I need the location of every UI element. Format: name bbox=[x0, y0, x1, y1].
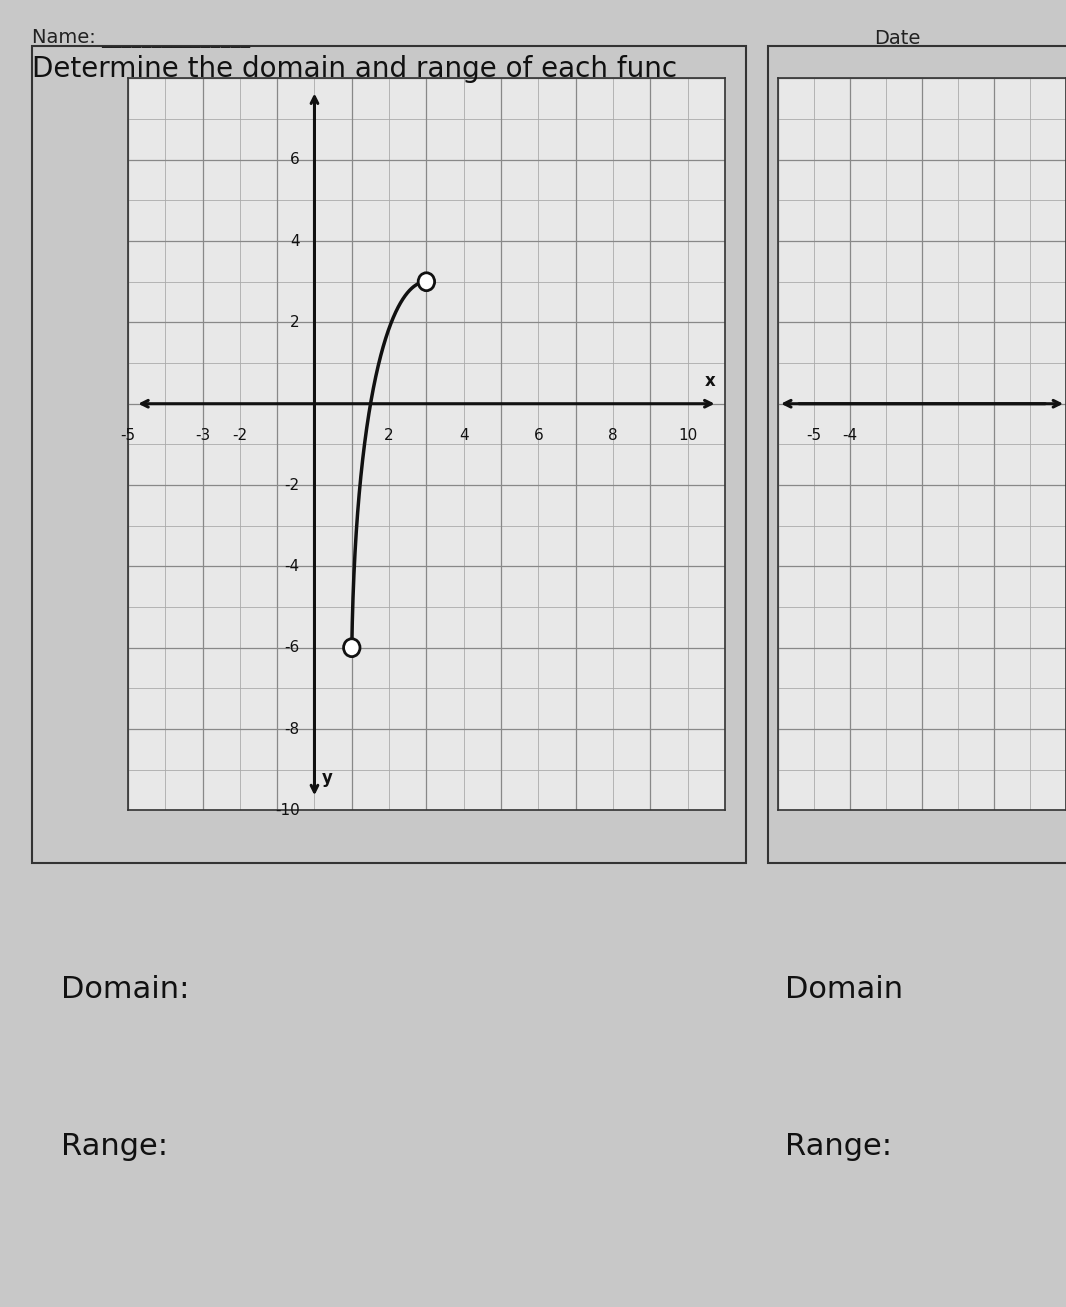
Text: Range:: Range: bbox=[786, 1132, 892, 1161]
Text: -4: -4 bbox=[285, 559, 300, 574]
Text: -4: -4 bbox=[842, 429, 858, 443]
Text: 6: 6 bbox=[290, 152, 300, 167]
Text: 10: 10 bbox=[678, 429, 697, 443]
Text: x: x bbox=[705, 372, 715, 391]
Text: -6: -6 bbox=[285, 640, 300, 655]
Circle shape bbox=[418, 273, 435, 290]
Text: -8: -8 bbox=[285, 721, 300, 737]
Text: -5: -5 bbox=[807, 429, 822, 443]
Text: 4: 4 bbox=[458, 429, 469, 443]
Text: Domain:: Domain: bbox=[61, 975, 189, 1004]
Text: -2: -2 bbox=[232, 429, 247, 443]
Text: 4: 4 bbox=[290, 234, 300, 248]
Text: -2: -2 bbox=[285, 477, 300, 493]
Text: Name: _______________: Name: _______________ bbox=[32, 29, 251, 48]
Text: Date: Date bbox=[874, 29, 921, 48]
Text: -5: -5 bbox=[120, 429, 135, 443]
Text: Domain: Domain bbox=[786, 975, 904, 1004]
Text: 2: 2 bbox=[290, 315, 300, 329]
Text: Determine the domain and range of each func: Determine the domain and range of each f… bbox=[32, 55, 677, 82]
Text: -3: -3 bbox=[195, 429, 210, 443]
Circle shape bbox=[343, 639, 360, 656]
Text: y: y bbox=[322, 769, 333, 787]
Text: 6: 6 bbox=[533, 429, 544, 443]
Text: 8: 8 bbox=[608, 429, 618, 443]
Text: 2: 2 bbox=[384, 429, 394, 443]
Text: -10: -10 bbox=[275, 802, 300, 818]
Text: Range:: Range: bbox=[61, 1132, 167, 1161]
